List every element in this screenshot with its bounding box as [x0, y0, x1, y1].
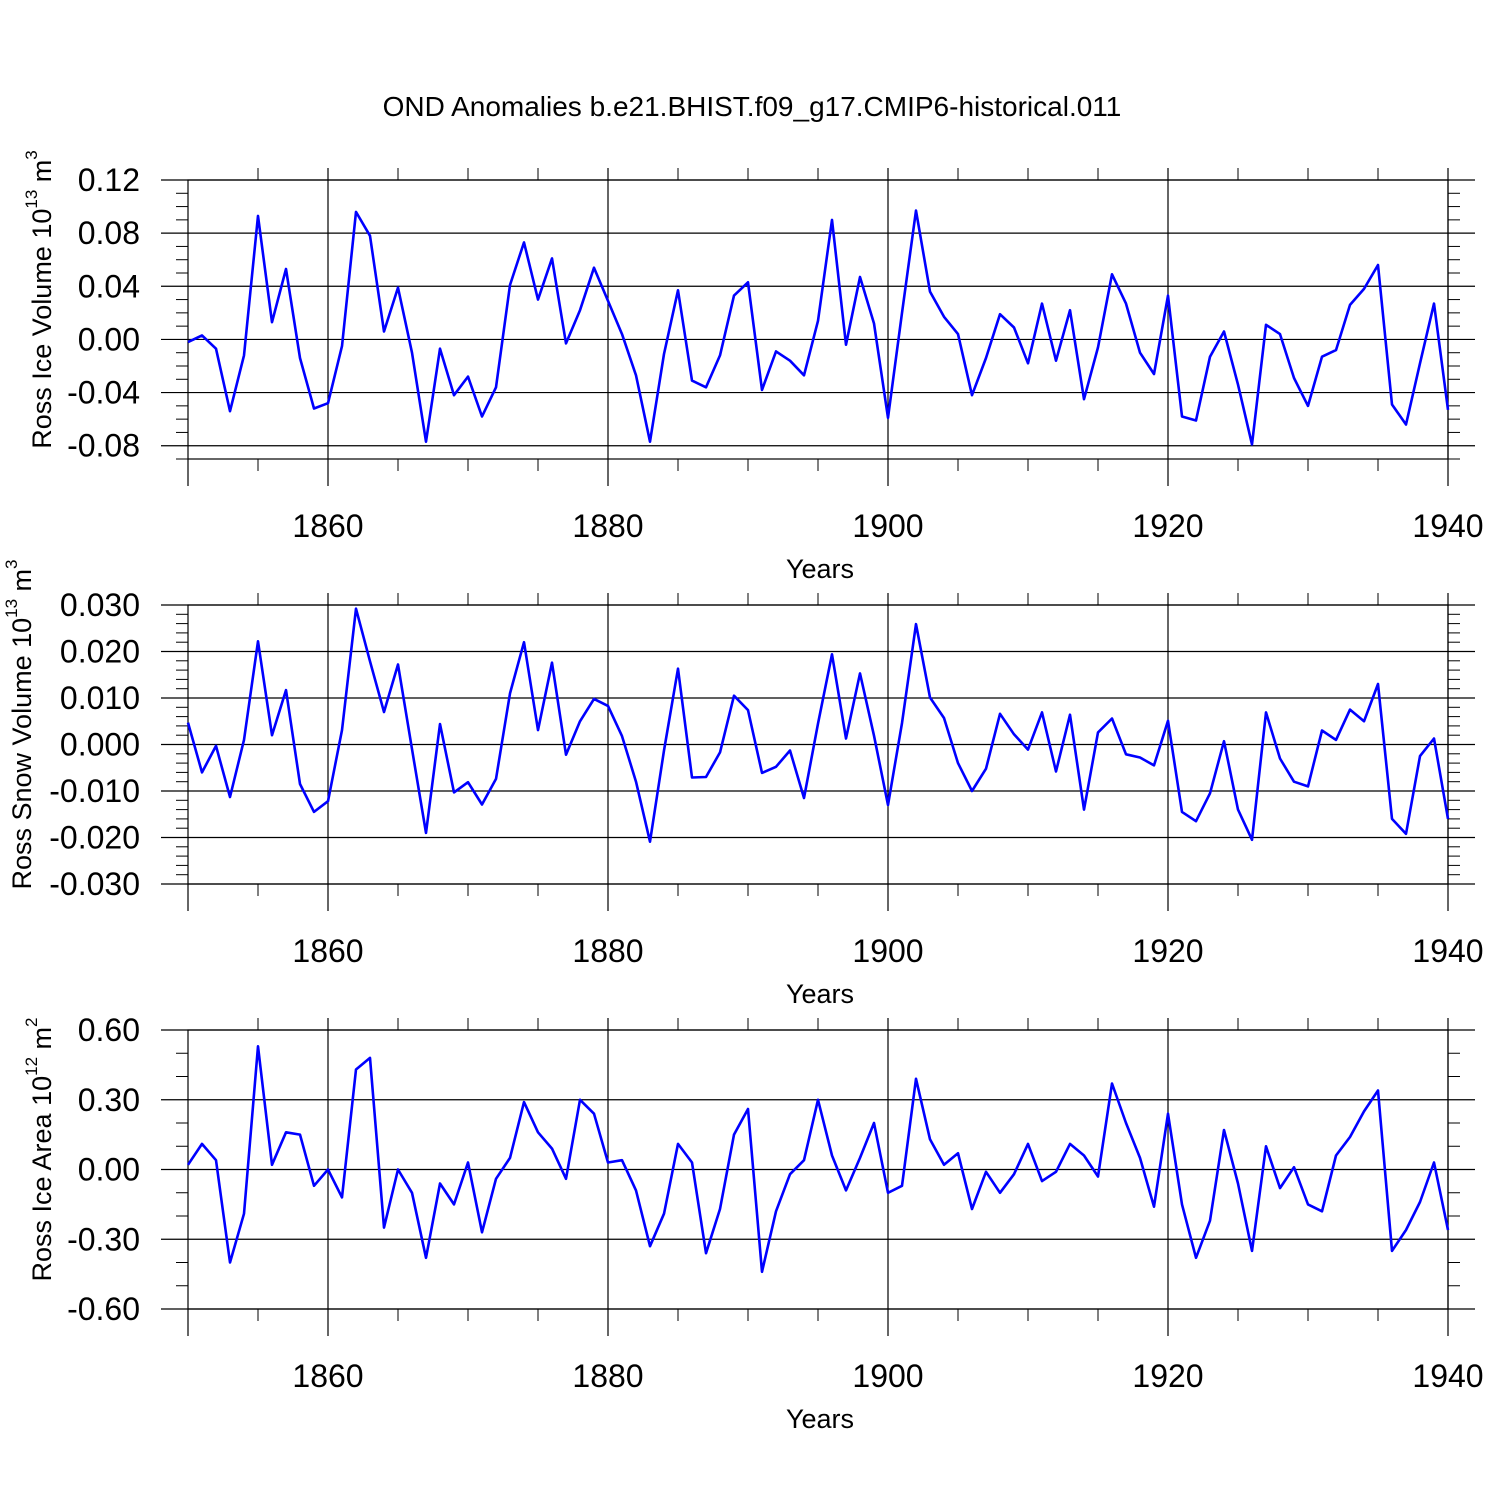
data-line-ice-area [186, 1045, 1450, 1274]
xtick-label: 1920 [1132, 933, 1203, 969]
ytick-label: 0.30 [78, 1082, 140, 1118]
ytick-label: -0.60 [67, 1291, 140, 1327]
ytick-label: -0.030 [49, 866, 140, 902]
xtick-label: 1940 [1412, 508, 1483, 544]
xtick-label: 1860 [292, 933, 363, 969]
xtick-label: 1880 [572, 1358, 643, 1394]
panels: -0.08 -0.04 0.00 0.04 0.08 0.12 1860 1880 1900 19… [2, 150, 1484, 1434]
xtick-label: 1900 [852, 508, 923, 544]
y-axis-label: Ross Ice Area 1012 m2 [22, 1017, 58, 1281]
ytick-label: -0.020 [49, 820, 140, 856]
data-line-snow-volume [186, 607, 1450, 844]
panel-ice-volume: -0.08 -0.04 0.00 0.04 0.08 0.12 1860 1880 1900 19… [22, 150, 1484, 584]
ytick-label: 0.00 [78, 1152, 140, 1188]
x-axis-label: Years [786, 554, 854, 584]
ytick-label: 0.020 [60, 634, 140, 670]
ytick-label: 0.12 [78, 162, 140, 198]
ytick-label: 0.000 [60, 727, 140, 763]
x-axis-label: Years [786, 979, 854, 1009]
ytick-label: 0.030 [60, 587, 140, 623]
ytick-label: -0.010 [49, 773, 140, 809]
y-axis-label: Ross Ice Volume 1013 m3 [22, 150, 58, 449]
ytick-label: 0.60 [78, 1012, 140, 1048]
xtick-label: 1940 [1412, 933, 1483, 969]
y-axis-label: Ross Snow Volume 1013 m3 [2, 559, 38, 889]
xtick-label: 1900 [852, 1358, 923, 1394]
panel-ice-area: -0.60 -0.30 0.00 0.30 0.60 1860 1880 1900 1920 19… [22, 1012, 1484, 1434]
ytick-label: 0.08 [78, 215, 140, 251]
ytick-label: -0.30 [67, 1221, 140, 1257]
x-axis-label: Years [786, 1404, 854, 1434]
plot-frame [187, 1029, 1449, 1310]
xtick-label: 1880 [572, 933, 643, 969]
panel-snow-volume: -0.030 -0.020 -0.010 0.000 0.010 0.020 0.030 18… [2, 559, 1484, 1009]
ytick-label: 0.04 [78, 268, 140, 304]
xtick-label: 1860 [292, 1358, 363, 1394]
xtick-label: 1880 [572, 508, 643, 544]
xtick-label: 1940 [1412, 1358, 1483, 1394]
xtick-label: 1900 [852, 933, 923, 969]
plot-frame [187, 179, 1449, 460]
figure-title: OND Anomalies b.e21.BHIST.f09_g17.CMIP6-… [383, 91, 1122, 122]
xtick-label: 1920 [1132, 508, 1203, 544]
ytick-label: 0.00 [78, 321, 140, 357]
ytick-label: 0.010 [60, 680, 140, 716]
ytick-label: -0.04 [67, 375, 140, 411]
plot-frame [187, 604, 1449, 885]
data-line-ice-volume [187, 209, 1450, 446]
xtick-label: 1920 [1132, 1358, 1203, 1394]
ytick-label: -0.08 [67, 428, 140, 464]
xtick-label: 1860 [292, 508, 363, 544]
